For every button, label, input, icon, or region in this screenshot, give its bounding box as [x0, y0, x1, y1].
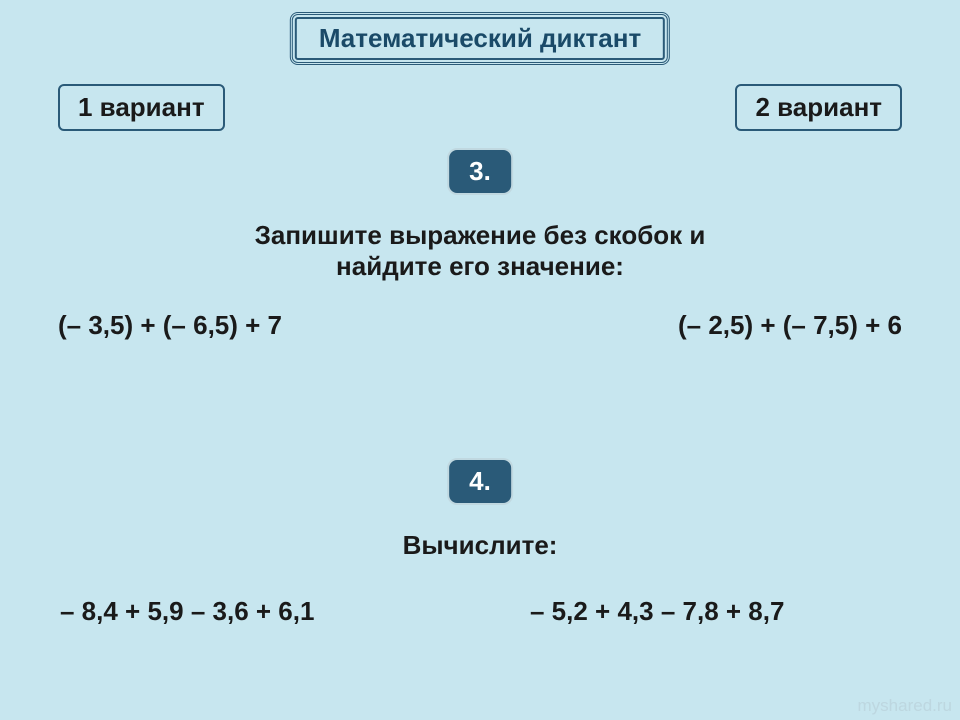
variant-2-label: 2 вариант	[755, 92, 882, 122]
problem-4-instruction: Вычислите:	[0, 530, 960, 561]
problem-4-expr-variant2: – 5,2 + 4,3 – 7,8 + 8,7	[530, 596, 784, 627]
problem-3-number-box: 3.	[447, 148, 513, 195]
problem-4-number: 4.	[469, 466, 491, 496]
variant-1-label: 1 вариант	[78, 92, 205, 122]
problem-3-instruction-line2: найдите его значение:	[336, 251, 624, 281]
problem-3-expr-variant1: (– 3,5) + (– 6,5) + 7	[58, 310, 282, 341]
title-box: Математический диктант	[290, 12, 670, 65]
problem-3-instruction: Запишите выражение без скобок и найдите …	[0, 220, 960, 282]
variant-2-box: 2 вариант	[735, 84, 902, 131]
problem-3-number: 3.	[469, 156, 491, 186]
title-text: Математический диктант	[319, 23, 641, 53]
problem-3-instruction-line1: Запишите выражение без скобок и	[255, 220, 706, 250]
problem-4-number-box: 4.	[447, 458, 513, 505]
watermark: myshared.ru	[858, 696, 952, 716]
problem-4-expr-variant1: – 8,4 + 5,9 – 3,6 + 6,1	[60, 596, 314, 627]
variant-1-box: 1 вариант	[58, 84, 225, 131]
problem-3-expr-variant2: (– 2,5) + (– 7,5) + 6	[678, 310, 902, 341]
